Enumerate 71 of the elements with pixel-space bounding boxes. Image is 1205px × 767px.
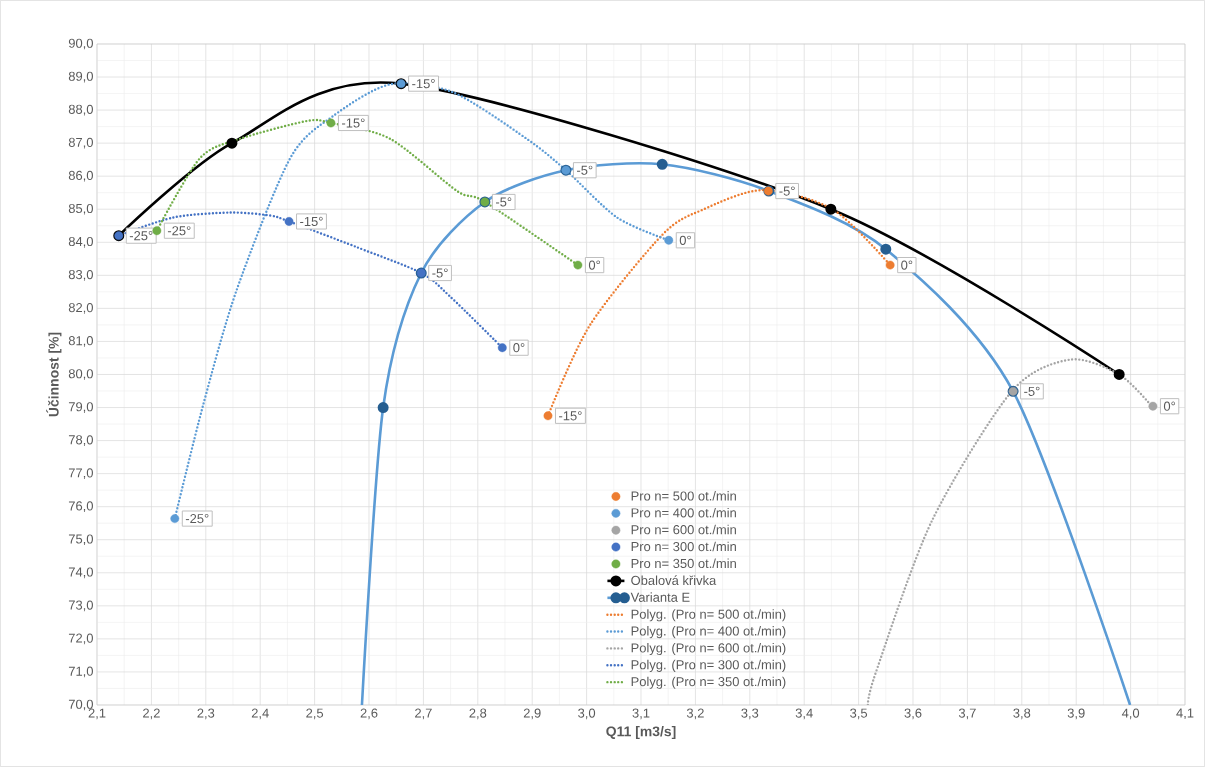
y-tick-label: 86,0 <box>68 170 93 182</box>
y-tick-label: 72,0 <box>68 633 93 645</box>
x-tick-label: 3,0 <box>578 708 596 720</box>
y-tick-label: 88,0 <box>68 104 93 116</box>
y-tick-label: 85,0 <box>68 203 93 215</box>
y-tick-label: 87,0 <box>68 137 93 149</box>
annotation: -15° <box>559 411 582 421</box>
y-tick-label: 77,0 <box>68 468 93 479</box>
annotation: -15° <box>412 79 435 89</box>
x-tick-label: 3,5 <box>850 708 868 720</box>
annotation: 0° <box>588 260 601 270</box>
annotation: -15° <box>300 216 323 227</box>
x-tick-label: 3,3 <box>741 708 759 720</box>
y-tick-label: 71,0 <box>68 666 93 678</box>
x-tick-label: 2,5 <box>306 708 324 720</box>
y-tick-label: 74,0 <box>68 567 93 579</box>
annotation: -25° <box>185 513 209 524</box>
legend-label: Pro n= 600 ot./min <box>631 524 736 535</box>
legend-label: Polyg. (Pro n= 500 ot./min) <box>631 609 786 622</box>
annotation: -5° <box>779 186 795 196</box>
legend-label: Polyg. (Pro n= 600 ot./min) <box>631 642 786 656</box>
annotation: -5° <box>432 268 448 278</box>
x-tick-label: 3,4 <box>795 708 813 720</box>
x-tick-label: 2,4 <box>251 708 269 720</box>
annotation: 0° <box>901 260 913 270</box>
x-tick-label: 2,2 <box>143 708 160 720</box>
y-tick-label: 78,0 <box>68 435 93 446</box>
x-tick-label: 2,6 <box>360 708 378 720</box>
y-tick-label: 75,0 <box>68 534 93 546</box>
annotation: 0° <box>513 343 525 353</box>
legend-label: Obalová křivka <box>631 575 717 586</box>
x-tick-label: 3,8 <box>1013 708 1031 720</box>
annotation: -25° <box>167 226 191 236</box>
y-tick-label: 84,0 <box>68 236 93 248</box>
y-tick-label: 82,0 <box>68 303 93 314</box>
y-tick-label: 90,0 <box>68 38 93 50</box>
y-tick-label: 76,0 <box>68 501 93 513</box>
x-tick-label: 2,8 <box>469 708 487 720</box>
legend-label: Pro n= 300 ot./min <box>631 541 736 552</box>
legend-label: Polyg. (Pro n= 350 ot./min) <box>631 676 786 689</box>
x-tick-label: 4,1 <box>1176 708 1194 720</box>
legend-label: Pro n= 350 ot./min <box>631 558 736 569</box>
y-tick-label: 81,0 <box>68 336 93 347</box>
annotation: -25° <box>129 231 153 241</box>
legend-label: Polyg. (Pro n= 300 ot./min) <box>631 659 786 672</box>
y-tick-label: 79,0 <box>68 402 93 413</box>
legend-label: Pro n= 400 ot./min <box>631 507 736 518</box>
annotation: 0° <box>1163 401 1176 411</box>
annotation: -15° <box>342 118 365 128</box>
x-tick-label: 3,6 <box>904 708 922 720</box>
annotation: -5° <box>577 165 593 175</box>
legend-label: Pro n= 500 ot./min <box>631 491 736 501</box>
y-tick-label: 73,0 <box>68 600 93 612</box>
y-tick-label: 83,0 <box>68 269 93 281</box>
annotation: 0° <box>679 235 691 245</box>
x-tick-label: 2,7 <box>415 708 432 720</box>
legend-label: Polyg. (Pro n= 400 ot./min) <box>631 626 786 639</box>
y-tick-label: 89,0 <box>68 71 93 83</box>
x-tick-label: 4,0 <box>1121 708 1140 720</box>
x-tick-label: 3,1 <box>632 708 650 720</box>
x-tick-label: 3,9 <box>1067 708 1085 720</box>
legend-label: Varianta E <box>630 592 690 602</box>
x-tick-label: 2,3 <box>197 708 215 720</box>
y-tick-label: 80,0 <box>68 369 93 380</box>
x-axis-title: Q11 [m3/s] <box>606 726 676 740</box>
y-axis-title: Účinnost [%] <box>46 332 62 417</box>
x-tick-label: 2,9 <box>523 708 541 720</box>
x-tick-label: 3,2 <box>686 708 704 720</box>
x-tick-label: 3,7 <box>958 708 976 720</box>
annotation: -5° <box>1024 386 1040 396</box>
annotation: -5° <box>495 197 512 207</box>
